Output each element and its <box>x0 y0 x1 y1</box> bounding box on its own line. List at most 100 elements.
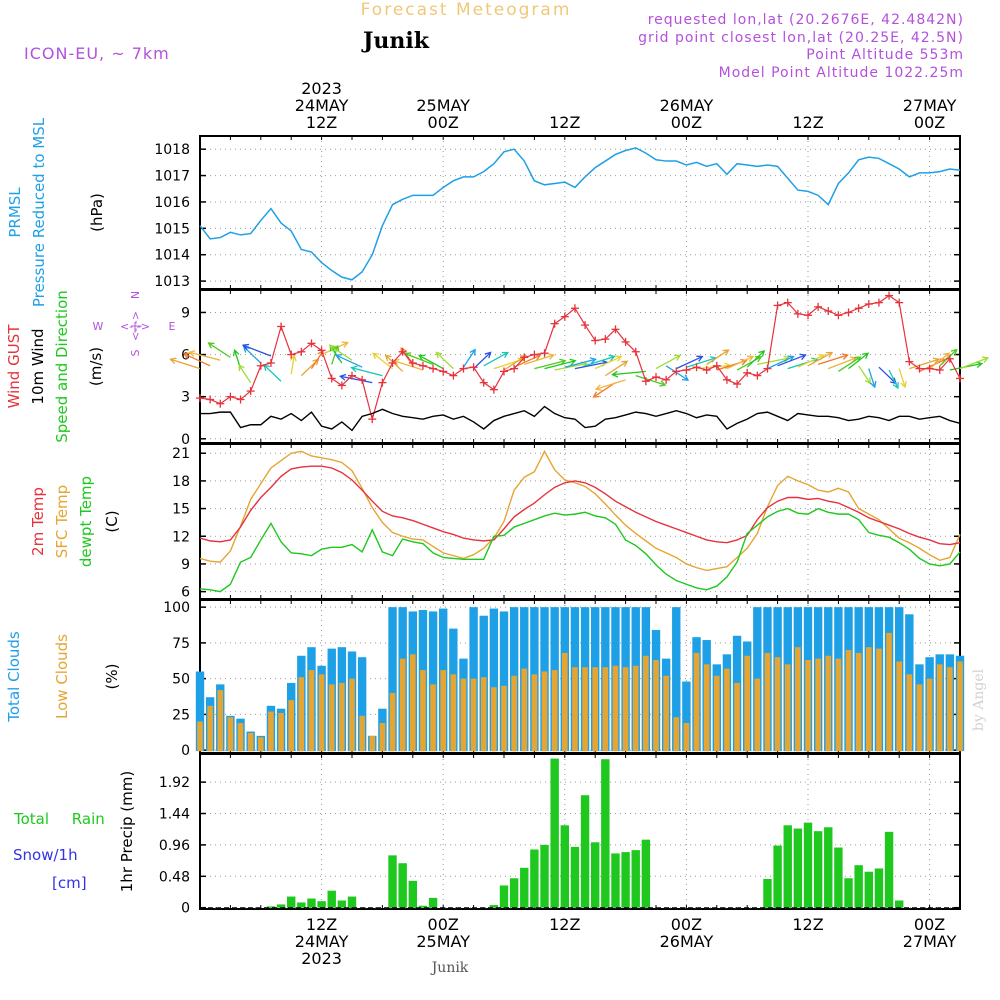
wind-arrow <box>838 356 862 372</box>
wind-arrow-shaft <box>817 354 848 366</box>
wind-arrow-head <box>334 354 343 361</box>
wind-arrow-head <box>659 380 667 387</box>
wind-arrow <box>736 356 763 371</box>
bottom-time-label: 12Z <box>792 915 823 934</box>
wind-arrow-shaft <box>335 354 363 368</box>
wind-arrow-head <box>975 361 984 368</box>
wind-arrow <box>635 375 667 387</box>
rain-bar <box>408 880 417 908</box>
wind-arrow <box>544 358 577 370</box>
gust-marker <box>814 302 823 311</box>
wind-arrow-shaft <box>807 352 833 367</box>
y-tick-label: 0 <box>181 743 190 759</box>
rain-bar <box>560 825 569 908</box>
wind-arrow-shaft <box>898 368 906 388</box>
compass-w: W <box>93 320 104 333</box>
panel-0: 1013 1014 1015 1016 1017 1018 <box>154 135 961 290</box>
wind-arrow <box>848 352 870 370</box>
wind-arrow <box>939 348 958 367</box>
gust-marker <box>439 367 448 376</box>
rain-bar <box>570 846 580 908</box>
low-clouds-bar <box>460 678 467 752</box>
gust-marker <box>459 364 468 373</box>
side-label: Pressure Reduced to MSL <box>30 117 48 307</box>
top-time-label-line: 12Z <box>306 113 337 132</box>
y-tick-label: 1014 <box>154 248 190 264</box>
wind-arrow-head <box>241 343 250 351</box>
bottom-time-label-line: 24MAY <box>295 932 349 951</box>
side-label: Low Clouds <box>53 634 71 719</box>
wind-arrow-head <box>826 351 834 358</box>
gust-marker <box>935 366 944 375</box>
y-tick-label: 0 <box>181 901 190 917</box>
y-tick-label: 3 <box>181 390 190 406</box>
wind-arrow-head <box>207 342 215 349</box>
wind-arrow-shaft <box>888 369 899 389</box>
side-label: 1hr Precip (mm) <box>118 771 136 892</box>
wind-arrow <box>462 348 476 368</box>
wind-arrow-head <box>589 357 597 364</box>
rain-bar <box>287 896 296 908</box>
y-tick-label: 18 <box>172 474 190 490</box>
wind-arrow-shaft <box>706 349 729 365</box>
wind-arrow <box>611 370 646 378</box>
low-clouds-bar <box>420 670 426 752</box>
wind-arrow-shaft <box>372 352 393 370</box>
rain-bar <box>337 900 347 908</box>
wind-arrow-shaft <box>612 370 646 376</box>
side-label: Wind GUST <box>5 324 23 409</box>
series-dewpt-temp-line <box>199 507 961 593</box>
y-tick-label: 12 <box>172 529 190 545</box>
low-clouds-bar <box>876 648 882 752</box>
bottom-time-label: 12Z <box>549 915 580 934</box>
legend-snow-unit: [cm] <box>52 874 87 892</box>
wind-arrow-shaft <box>208 342 231 358</box>
wind-arrow-shaft <box>263 364 282 382</box>
total-clouds-bar <box>672 607 681 752</box>
wind-arrow-head <box>238 363 245 372</box>
model-label: ICON-EU, ~ 7km <box>24 44 170 63</box>
low-clouds-bar <box>470 678 477 752</box>
y-tick-label: 1016 <box>154 195 190 211</box>
bottom-time-label-line: 12Z <box>306 915 337 934</box>
wind-arrow <box>483 351 509 367</box>
top-time-label-line: 2023 <box>301 79 342 98</box>
wind-arrow-head <box>484 351 492 359</box>
low-clouds-bar <box>247 732 254 752</box>
wind-arrow-shaft <box>828 357 857 370</box>
gust-marker <box>621 337 630 346</box>
panel-frame <box>199 443 961 600</box>
gust-marker <box>854 304 863 313</box>
rain-bar <box>266 906 276 908</box>
rain-bar <box>509 878 519 908</box>
wind-arrow <box>289 354 297 375</box>
top-time-label-line: 00Z <box>428 113 459 132</box>
low-clouds-bar <box>501 685 507 752</box>
low-clouds-bar <box>774 657 781 752</box>
rain-bar <box>824 827 833 908</box>
wind-arrow <box>726 355 755 370</box>
wind-arrow <box>263 364 282 382</box>
wind-arrow-shaft <box>939 349 958 367</box>
low-clouds-bar <box>521 668 528 752</box>
wind-arrow-shaft <box>513 354 541 368</box>
wind-arrow <box>746 350 766 368</box>
rain-bar <box>530 849 539 908</box>
bottom-time-label-line: 27MAY <box>903 932 957 951</box>
y-tick-label: 0.48 <box>159 869 190 885</box>
side-label: (m/s) <box>87 347 105 386</box>
gust-marker <box>641 377 650 386</box>
low-clouds-bar <box>379 722 386 752</box>
wind-arrow-shaft <box>726 355 754 370</box>
wind-arrow-shaft <box>554 362 587 371</box>
rain-bar <box>793 828 803 908</box>
low-clouds-bar <box>653 660 659 752</box>
low-clouds-bar <box>703 664 710 752</box>
wind-arrow-shaft <box>593 382 616 398</box>
low-clouds-bar <box>480 677 487 752</box>
wind-arrow-head <box>501 351 509 358</box>
